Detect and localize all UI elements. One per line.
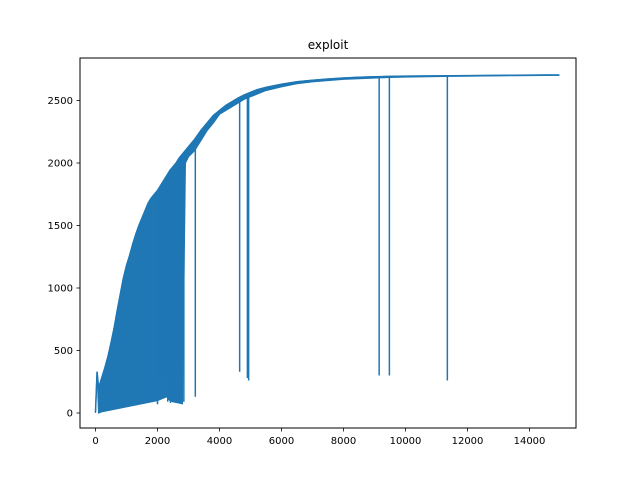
x-tick-label: 0 [92, 436, 98, 447]
y-tick-label: 0 [67, 409, 73, 420]
x-tick-label: 10000 [390, 436, 422, 447]
y-axis: 0 500 1000 1500 2000 2500 [48, 96, 80, 420]
chart-title: exploit [308, 38, 349, 52]
y-tick-label: 2500 [48, 96, 73, 107]
y-tick-label: 1500 [48, 221, 73, 232]
y-tick-label: 2000 [48, 159, 73, 170]
x-axis: 0 2000 4000 6000 8000 10000 12000 14000 [92, 428, 545, 447]
axes-frame [79, 57, 577, 429]
series-line [94, 74, 559, 412]
x-tick-label: 2000 [145, 436, 170, 447]
x-tick-label: 4000 [207, 436, 232, 447]
x-tick-label: 14000 [514, 436, 546, 447]
y-tick-label: 500 [54, 346, 73, 357]
plot-area [94, 74, 560, 414]
x-tick-label: 8000 [331, 436, 356, 447]
y-tick-label: 1000 [48, 284, 73, 295]
x-tick-label: 12000 [452, 436, 484, 447]
x-tick-label: 6000 [269, 436, 294, 447]
